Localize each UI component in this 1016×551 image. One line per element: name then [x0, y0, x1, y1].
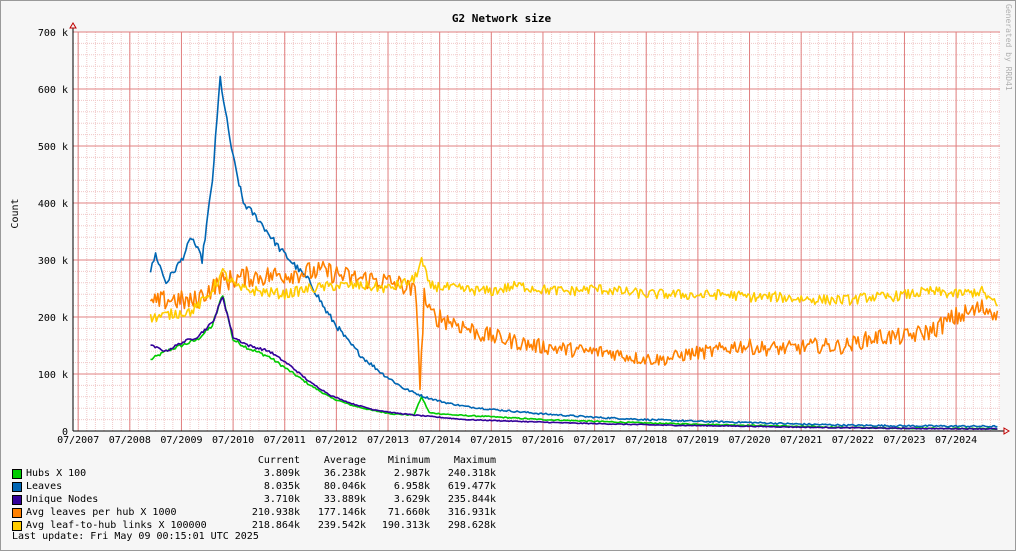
legend-swatch [12, 482, 22, 492]
x-tick-label: 07/2016 [522, 435, 564, 446]
legend-series-name: Leaves [26, 481, 63, 492]
legend-current-value: 3.710k [263, 494, 300, 505]
legend-minimum-value: 2.987k [393, 468, 430, 479]
legend-row: Avg leaves per hub X 1000 210.938k 177.146… [12, 506, 532, 519]
x-tick-label: 07/2010 [212, 435, 254, 446]
legend-maximum-value: 240.318k [447, 468, 496, 479]
y-axis-arrow [69, 22, 77, 29]
series-line-1 [149, 75, 998, 428]
legend-row: Unique Nodes 3.710k 33.889k 3.629k 235.844k [12, 493, 532, 506]
y-axis-label: Count [10, 198, 21, 228]
legend-row: Leaves 8.035k 80.046k 6.958k 619.477k [12, 480, 532, 493]
legend-swatch [12, 508, 22, 518]
y-tick-label: 0 [62, 427, 68, 438]
legend-current-value: 3.809k [263, 468, 300, 479]
y-tick-label: 300 k [38, 256, 68, 267]
legend-maximum-value: 619.477k [447, 481, 496, 492]
y-tick-label: 500 k [38, 142, 68, 153]
legend-minimum-value: 6.958k [393, 481, 430, 492]
series-line-4 [149, 256, 999, 323]
series-line-3 [149, 260, 999, 391]
x-tick-label: 07/2012 [315, 435, 357, 446]
legend-minimum-value: 71.660k [387, 507, 430, 518]
x-tick-label: 07/2014 [419, 435, 461, 446]
legend-average-value: 239.542k [317, 520, 366, 531]
y-tick-label: 400 k [38, 199, 68, 210]
legend-header-current: Current [257, 455, 300, 466]
x-tick-label: 07/2024 [935, 435, 977, 446]
legend-average-value: 80.046k [323, 481, 366, 492]
legend-series-name: Hubs X 100 [26, 468, 87, 479]
x-tick-label: 07/2018 [625, 435, 667, 446]
legend-average-value: 33.889k [323, 494, 366, 505]
x-tick-label: 07/2008 [109, 435, 151, 446]
x-tick-label: 07/2021 [780, 435, 822, 446]
x-tick-label: 07/2022 [832, 435, 874, 446]
legend-current-value: 210.938k [251, 507, 300, 518]
legend-current-value: 8.035k [263, 481, 300, 492]
legend-header-maximum: Maximum [453, 455, 496, 466]
legend-maximum-value: 298.628k [447, 520, 496, 531]
y-tick-label: 200 k [38, 313, 68, 324]
x-tick-label: 07/2023 [883, 435, 925, 446]
plot-area [73, 32, 1000, 431]
legend-average-value: 177.146k [317, 507, 366, 518]
y-tick-label: 100 k [38, 370, 68, 381]
legend-swatch [12, 469, 22, 479]
x-tick-label: 07/2013 [367, 435, 409, 446]
legend-header-row: Current Average Minimum Maximum [12, 454, 532, 467]
series-line-2 [150, 296, 998, 430]
legend-swatch [12, 495, 22, 505]
x-tick-label: 07/2009 [160, 435, 202, 446]
x-tick-label: 07/2017 [574, 435, 616, 446]
legend-maximum-value: 316.931k [447, 507, 496, 518]
legend-series-name: Avg leaves per hub X 1000 [26, 507, 177, 518]
x-tick-label: 07/2015 [470, 435, 512, 446]
x-tick-label: 07/2020 [728, 435, 770, 446]
legend-row: Avg leaf-to-hub links X 100000 218.864k 23… [12, 519, 532, 532]
x-tick-label: 07/2007 [57, 435, 99, 446]
legend-swatch [12, 521, 22, 531]
x-tick-label: 07/2019 [677, 435, 719, 446]
legend-minimum-value: 190.313k [381, 520, 430, 531]
last-update-text: Last update: Fri May 09 00:15:01 UTC 202… [12, 531, 259, 542]
legend-row: Hubs X 100 3.809k 36.238k 2.987k 240.318k [12, 467, 532, 480]
legend-current-value: 218.864k [251, 520, 300, 531]
x-axis-arrow [1003, 427, 1010, 435]
watermark: Generated by RRD41 [1004, 4, 1013, 91]
legend-average-value: 36.238k [323, 468, 366, 479]
y-tick-label: 600 k [38, 85, 68, 96]
y-tick-label: 700 k [38, 28, 68, 39]
legend-maximum-value: 235.844k [447, 494, 496, 505]
legend-minimum-value: 3.629k [393, 494, 430, 505]
legend-header-minimum: Minimum [387, 455, 430, 466]
x-tick-label: 07/2011 [264, 435, 306, 446]
legend-header-average: Average [323, 455, 366, 466]
chart-title: G2 Network size [452, 12, 552, 25]
legend-series-name: Avg leaf-to-hub links X 100000 [26, 520, 207, 531]
legend-series-name: Unique Nodes [26, 494, 99, 505]
